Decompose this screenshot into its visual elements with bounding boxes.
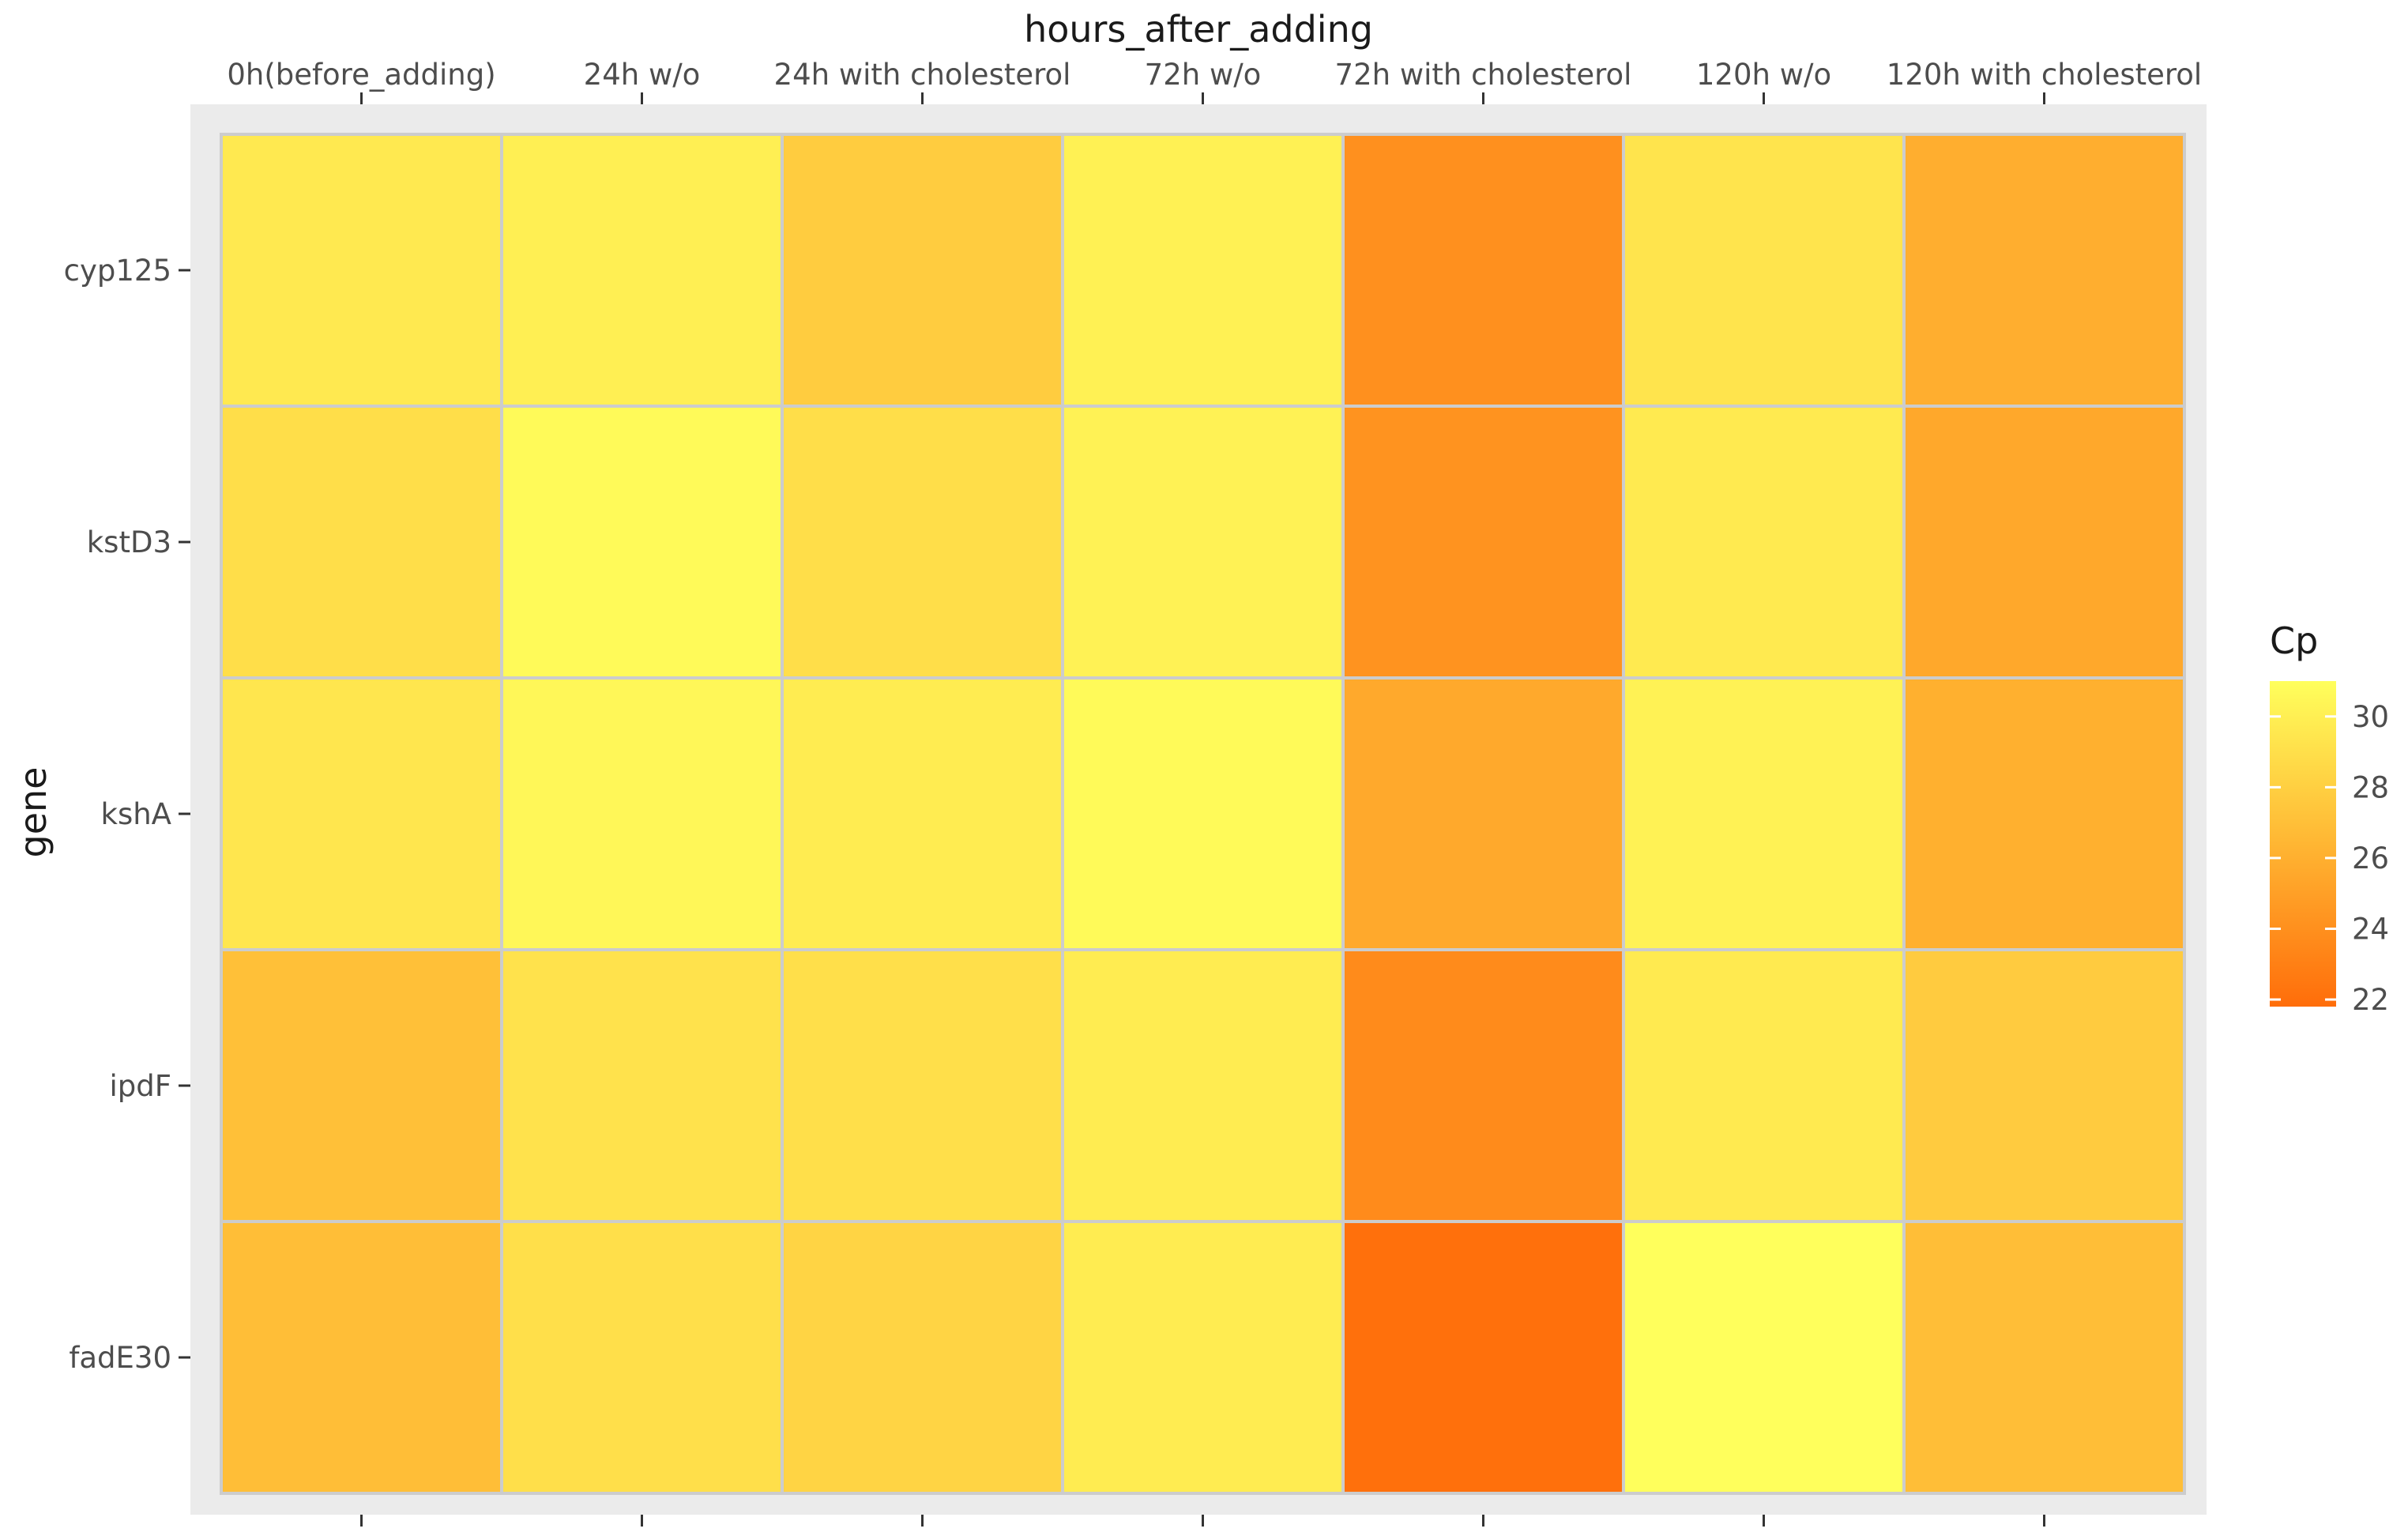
heatmap-cell (781, 948, 1064, 1223)
heatmap-cell (500, 1220, 784, 1495)
heatmap-cell (1341, 948, 1625, 1223)
legend-ticks: 22 24 26 28 30 (2270, 700, 2389, 1017)
heatmap-cell (781, 1220, 1064, 1495)
heatmap-cell (1061, 405, 1345, 680)
y-tick-label: ipdF (109, 1069, 171, 1103)
heatmap-cell (1622, 133, 1906, 408)
heatmap-cell (781, 133, 1064, 408)
heatmap-cell (1341, 1220, 1625, 1495)
heatmap-cell (1902, 405, 2186, 680)
heatmap-tiles (220, 133, 2186, 1495)
legend-colorbar (2270, 681, 2336, 1007)
heatmap-cell (1061, 133, 1345, 408)
heatmap-cell (1341, 133, 1625, 408)
x-tick-label: 0h(before_adding) (227, 58, 495, 92)
heatmap-cell (1622, 948, 1906, 1223)
legend-title: Cp (2270, 619, 2318, 662)
x-tick-label: 24h w/o (584, 58, 701, 92)
heatmap-cell (1622, 405, 1906, 680)
heatmap-cell (781, 405, 1064, 680)
x-tick-label: 72h with cholesterol (1335, 58, 1632, 92)
heatmap-cell (1902, 948, 2186, 1223)
x-tick-label: 120h with cholesterol (1887, 58, 2202, 92)
heatmap-cell (500, 676, 784, 951)
y-tick-label: cyp125 (64, 254, 171, 288)
heatmap-cell (781, 676, 1064, 951)
heatmap-cell (1622, 676, 1906, 951)
heatmap-cell (1061, 1220, 1345, 1495)
x-axis: 0h(before_adding) 24h w/o 24h with cholest… (227, 58, 2202, 1527)
heatmap-cell (500, 133, 784, 408)
heatmap-cell (220, 676, 503, 951)
heatmap-cell (1341, 676, 1625, 951)
heatmap-cell (1622, 1220, 1906, 1495)
x-tick-label: 72h w/o (1145, 58, 1262, 92)
y-axis: cyp125 kstD3 kshA ipdF fadE30 (64, 254, 190, 1375)
legend-tick-label: 28 (2352, 770, 2389, 804)
heatmap-cell (1902, 676, 2186, 951)
heatmap-cell (1902, 133, 2186, 408)
y-axis-title: gene (12, 767, 55, 858)
heatmap-cell (220, 948, 503, 1223)
heatmap-cell (500, 948, 784, 1223)
legend-tick-label: 22 (2352, 983, 2389, 1017)
heatmap-cell (500, 405, 784, 680)
heatmap-cell (1902, 1220, 2186, 1495)
y-tick-label: kstD3 (87, 525, 171, 559)
y-tick-label: fadE30 (69, 1341, 171, 1375)
heatmap-cell (1061, 676, 1345, 951)
heatmap-cell (220, 1220, 503, 1495)
heatmap-cell (220, 133, 503, 408)
legend-tick-label: 24 (2352, 912, 2389, 946)
heatmap-cell (1061, 948, 1345, 1223)
legend-tick-label: 30 (2352, 700, 2389, 734)
legend: Cp 22 24 26 28 30 (2270, 619, 2389, 1017)
heatmap-cell (220, 405, 503, 680)
x-axis-title: hours_after_adding (1024, 8, 1373, 51)
x-tick-label: 120h w/o (1696, 58, 1831, 92)
y-tick-label: kshA (101, 797, 171, 831)
legend-tick-label: 26 (2352, 841, 2389, 875)
heatmap-cell (1341, 405, 1625, 680)
x-tick-label: 24h with cholesterol (774, 58, 1071, 92)
